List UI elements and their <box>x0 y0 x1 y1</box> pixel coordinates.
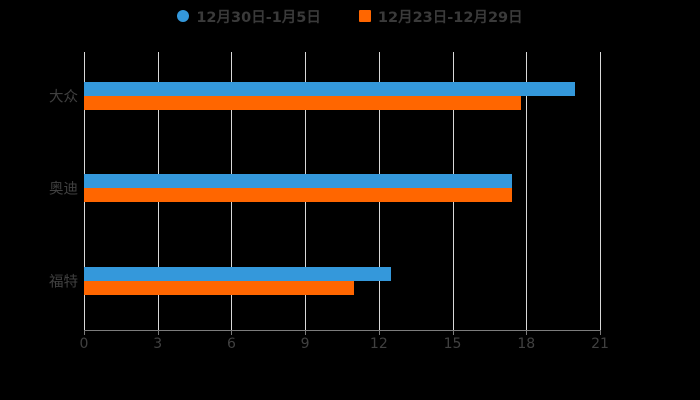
bar-series-2-category-1[interactable] <box>84 188 512 202</box>
plot-area <box>84 52 601 330</box>
legend-item-series-2[interactable]: 12月23日-12月29日 <box>358 6 523 27</box>
legend-label-series-2: 12月23日-12月29日 <box>377 9 523 26</box>
gridline-21 <box>600 52 601 330</box>
x-tick-label-12: 12 <box>369 336 388 352</box>
bar-series-1-category-1[interactable] <box>84 174 512 188</box>
legend-label-series-1: 12月30日-1月5日 <box>196 9 321 26</box>
x-tick-label-21: 21 <box>591 336 609 352</box>
x-tick-label-3: 3 <box>153 336 163 352</box>
x-tick-mark-0 <box>84 330 85 335</box>
legend-item-series-1[interactable]: 12月30日-1月5日 <box>177 6 321 27</box>
x-tick-mark-21 <box>600 330 601 335</box>
y-axis-label-2: 福特 <box>49 274 78 291</box>
legend-marker-square-icon <box>358 10 371 22</box>
chart-legend: 12月30日-1月5日 12月23日-12月29日 <box>0 4 700 28</box>
y-axis-label-1: 奥迪 <box>49 181 78 198</box>
x-tick-mark-18 <box>526 330 528 335</box>
x-tick-mark-15 <box>452 330 454 335</box>
y-axis-label-0: 大众 <box>49 89 78 106</box>
y-axis-labels: 大众 奥迪 福特 <box>0 0 78 400</box>
x-tick-mark-3 <box>157 330 159 335</box>
x-tick-label-15: 15 <box>443 336 462 352</box>
x-axis-line <box>84 330 601 331</box>
x-tick-label-9: 9 <box>300 336 310 352</box>
bar-series-2-category-2[interactable] <box>84 281 355 295</box>
x-tick-mark-6 <box>231 330 233 335</box>
gridline-18 <box>526 52 527 330</box>
legend-marker-circle-icon <box>177 10 190 22</box>
bar-series-1-category-2[interactable] <box>84 267 392 281</box>
bar-series-2-category-0[interactable] <box>84 96 522 110</box>
x-tick-label-0: 0 <box>79 336 89 352</box>
x-tick-mark-9 <box>305 330 307 335</box>
bar-series-1-category-0[interactable] <box>84 82 576 96</box>
x-tick-mark-12 <box>378 330 380 335</box>
x-tick-label-18: 18 <box>517 336 536 352</box>
x-tick-label-6: 6 <box>226 336 236 352</box>
